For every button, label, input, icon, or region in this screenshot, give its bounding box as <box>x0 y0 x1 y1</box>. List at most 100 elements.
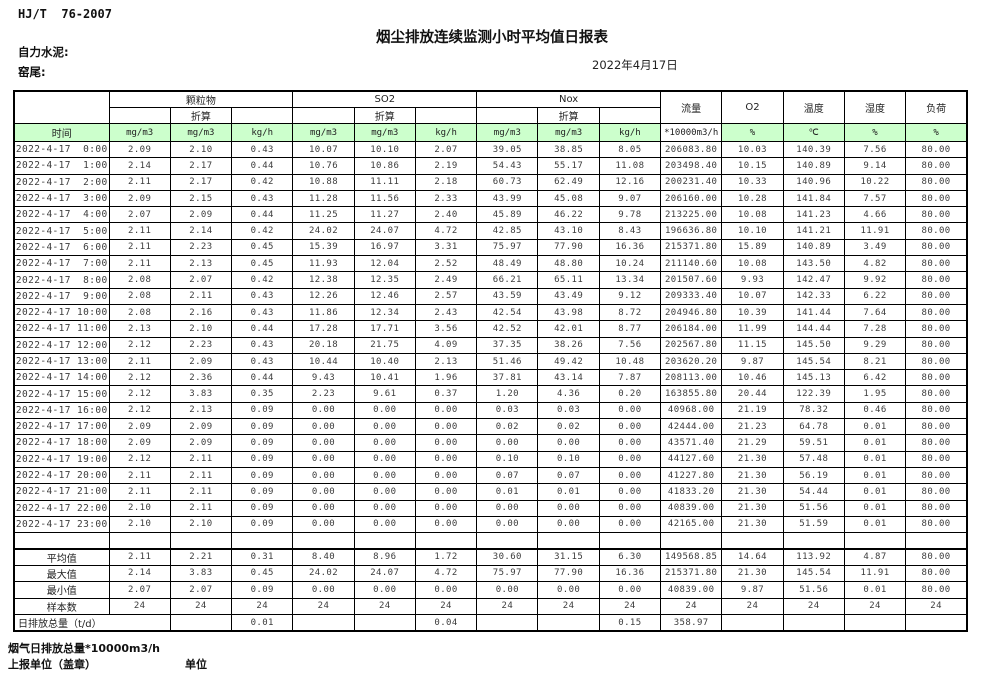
company-label: 自力水泥: <box>18 45 69 59</box>
table-row: 2022-4-17 1:00 2.14 2.17 0.44 10.76 10.86 2.19… <box>13 157 968 175</box>
value-cell: 0.10 <box>476 450 539 468</box>
table-row: 2022-4-17 23:00 2.10 2.10 0.09 0.00 0.00 0.00 0… <box>13 515 968 534</box>
value-cell: 2.09 <box>169 352 233 371</box>
value-cell: 0.00 <box>292 499 355 517</box>
empty-cell <box>843 532 907 550</box>
value-cell: 2.17 <box>169 173 233 191</box>
value-cell: 40968.00 <box>660 401 723 420</box>
time-cell: 2022-4-17 0:00 <box>13 140 110 159</box>
value-cell: 2.11 <box>108 466 171 485</box>
value-cell: 80.00 <box>905 466 968 485</box>
table-row: 2022-4-17 14:00 2.12 2.36 0.44 9.43 10.41 1.96… <box>13 369 968 387</box>
value-cell: 38.85 <box>537 140 600 159</box>
value-cell: 0.00 <box>353 515 416 534</box>
value-cell: 16.97 <box>353 238 416 257</box>
col-header-flow: 流量 <box>660 90 723 124</box>
value-cell: 0.09 <box>231 418 294 436</box>
value-cell: 41227.80 <box>660 466 723 485</box>
value-cell: 80.00 <box>905 238 968 257</box>
value-cell: 66.21 <box>476 271 539 289</box>
value-cell: 201507.60 <box>660 271 723 289</box>
value-cell: 2.57 <box>414 287 478 305</box>
value-cell: 9.43 <box>292 369 355 387</box>
unit-cell: mg/m3 <box>292 123 355 142</box>
value-cell: 11.91 <box>843 222 907 240</box>
value-cell: 75.97 <box>476 238 539 257</box>
value-cell: 42.54 <box>476 303 539 322</box>
corner-cell <box>13 90 110 124</box>
value-cell: 8.05 <box>598 140 662 159</box>
time-cell: 2022-4-17 16:00 <box>13 401 110 420</box>
value-cell: 204946.80 <box>660 303 723 322</box>
time-cell: 2022-4-17 13:00 <box>13 352 110 371</box>
value-cell: 143.50 <box>782 255 845 273</box>
value-cell: 80.00 <box>905 515 968 534</box>
summary-label: 最大值 <box>13 564 110 583</box>
value-cell: 15.89 <box>721 238 784 257</box>
value-cell: 42444.00 <box>660 418 723 436</box>
header-group-row: 颗粒物 SO2 Nox 流量 O2 温度 湿度 负荷 <box>13 90 968 124</box>
summary-value-cell: 2.07 <box>169 581 233 599</box>
value-cell: 21.23 <box>721 418 784 436</box>
value-cell: 10.28 <box>721 189 784 208</box>
value-cell: 0.01 <box>843 450 907 468</box>
table-row: 2022-4-17 7:00 2.11 2.13 0.45 11.93 12.04 2.52… <box>13 255 968 273</box>
value-cell: 0.00 <box>598 418 662 436</box>
unit-cell: % <box>905 123 968 142</box>
value-cell: 51.46 <box>476 352 539 371</box>
value-cell: 2.11 <box>169 450 233 468</box>
time-cell: 2022-4-17 18:00 <box>13 434 110 452</box>
table-row: 2022-4-17 0:00 2.09 2.10 0.43 10.07 10.10 2.07… <box>13 140 968 159</box>
summary-value-cell: 0.00 <box>598 581 662 599</box>
value-cell: 80.00 <box>905 369 968 387</box>
value-cell: 2.09 <box>108 434 171 452</box>
table-row: 2022-4-17 11:00 2.13 2.10 0.44 17.28 17.71 3.5… <box>13 320 968 338</box>
value-cell: 9.78 <box>598 206 662 224</box>
time-cell: 2022-4-17 19:00 <box>13 450 110 468</box>
value-cell: 144.44 <box>782 320 845 338</box>
value-cell: 0.00 <box>414 434 478 452</box>
table-row: 2022-4-17 5:00 2.11 2.14 0.42 24.02 24.07 4.72… <box>13 222 968 240</box>
value-cell: 10.08 <box>721 206 784 224</box>
daily-total-value-cell <box>843 614 907 632</box>
value-cell: 16.36 <box>598 238 662 257</box>
value-cell: 2.08 <box>108 271 171 289</box>
value-cell: 2.12 <box>108 336 171 354</box>
value-cell: 0.44 <box>231 206 294 224</box>
summary-value-cell: 24 <box>843 597 907 616</box>
value-cell: 142.33 <box>782 287 845 305</box>
value-cell: 3.56 <box>414 320 478 338</box>
value-cell: 55.17 <box>537 157 600 175</box>
table-row: 2022-4-17 6:00 2.11 2.23 0.45 15.39 16.97 3.31… <box>13 238 968 257</box>
summary-value-cell: 24 <box>905 597 968 616</box>
value-cell: 42165.00 <box>660 515 723 534</box>
value-cell: 45.08 <box>537 189 600 208</box>
value-cell: 0.00 <box>414 515 478 534</box>
value-cell: 80.00 <box>905 434 968 452</box>
summary-value-cell: 16.36 <box>598 564 662 583</box>
value-cell: 80.00 <box>905 173 968 191</box>
summary-value-cell: 145.54 <box>782 564 845 583</box>
summary-value-cell: 77.90 <box>537 564 600 583</box>
unit-cell: mg/m3 <box>108 123 171 142</box>
value-cell: 2.09 <box>108 418 171 436</box>
value-cell: 0.44 <box>231 320 294 338</box>
summary-value-cell: 24 <box>782 597 845 616</box>
value-cell: 42.52 <box>476 320 539 338</box>
value-cell: 3.31 <box>414 238 478 257</box>
value-cell: 54.44 <box>782 483 845 501</box>
summary-value-cell: 24 <box>414 597 478 616</box>
time-cell: 2022-4-17 22:00 <box>13 499 110 517</box>
value-cell: 0.09 <box>231 401 294 420</box>
report-table: 颗粒物 SO2 Nox 流量 O2 温度 湿度 负荷 折算 折算 折算 <box>13 90 968 633</box>
value-cell: 2.23 <box>292 385 355 403</box>
daily-total-value-cell <box>721 614 784 632</box>
sub-cell <box>231 107 294 124</box>
daily-total-value-cell <box>537 614 600 632</box>
value-cell: 0.01 <box>843 418 907 436</box>
value-cell: 2.11 <box>108 483 171 501</box>
value-cell: 2.13 <box>169 255 233 273</box>
empty-cell <box>660 532 723 550</box>
value-cell: 9.29 <box>843 336 907 354</box>
value-cell: 140.39 <box>782 140 845 159</box>
